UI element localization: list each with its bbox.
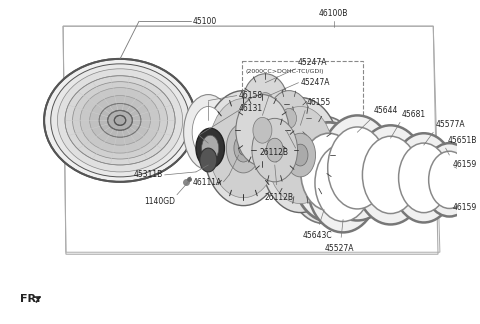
Ellipse shape [58, 69, 183, 172]
Ellipse shape [354, 125, 427, 225]
Text: 46111A: 46111A [192, 178, 222, 187]
Ellipse shape [268, 91, 310, 146]
Ellipse shape [72, 82, 168, 159]
Ellipse shape [281, 109, 297, 128]
Ellipse shape [51, 64, 189, 177]
Ellipse shape [242, 74, 288, 133]
Ellipse shape [99, 103, 141, 137]
Ellipse shape [80, 88, 160, 153]
Ellipse shape [196, 128, 225, 168]
Ellipse shape [202, 135, 219, 161]
Ellipse shape [44, 59, 196, 182]
Ellipse shape [286, 116, 362, 224]
Text: 45247A: 45247A [300, 78, 330, 87]
Text: 45247A: 45247A [298, 58, 327, 67]
Text: 46158: 46158 [239, 91, 263, 100]
Ellipse shape [236, 95, 289, 166]
Text: 45311B: 45311B [133, 170, 163, 179]
Ellipse shape [90, 96, 150, 145]
Text: 26112B: 26112B [259, 148, 288, 157]
Text: 1140GD: 1140GD [144, 197, 175, 206]
Ellipse shape [423, 143, 476, 216]
Ellipse shape [192, 107, 225, 158]
Ellipse shape [108, 110, 132, 130]
Ellipse shape [307, 133, 379, 232]
Ellipse shape [293, 122, 365, 222]
Ellipse shape [315, 144, 371, 222]
Ellipse shape [204, 91, 283, 206]
Ellipse shape [267, 107, 334, 204]
Ellipse shape [392, 133, 456, 223]
Ellipse shape [200, 148, 217, 172]
Ellipse shape [398, 143, 449, 213]
Text: 45577A: 45577A [435, 120, 465, 129]
Text: 45527A: 45527A [324, 244, 354, 253]
Ellipse shape [362, 136, 419, 214]
Text: 26112B: 26112B [264, 193, 293, 202]
Ellipse shape [234, 134, 253, 162]
Ellipse shape [464, 192, 480, 217]
Ellipse shape [114, 115, 126, 125]
Ellipse shape [293, 144, 308, 166]
Text: 45643C: 45643C [303, 231, 332, 240]
Ellipse shape [266, 138, 283, 162]
Ellipse shape [227, 123, 261, 173]
Text: 46159: 46159 [452, 203, 477, 212]
Ellipse shape [261, 98, 340, 213]
Ellipse shape [209, 98, 277, 198]
Text: (2000CC>DOHC-TCI/GDI): (2000CC>DOHC-TCI/GDI) [245, 69, 324, 74]
Ellipse shape [184, 95, 233, 170]
Bar [241, 61, 363, 150]
Text: 46159: 46159 [452, 160, 477, 169]
Text: 46155: 46155 [307, 98, 331, 108]
Ellipse shape [300, 133, 357, 211]
Ellipse shape [429, 151, 470, 208]
Text: 46100B: 46100B [319, 9, 348, 18]
Ellipse shape [454, 156, 480, 210]
Text: FR.: FR. [20, 294, 41, 304]
Ellipse shape [328, 127, 387, 209]
Text: 45681: 45681 [402, 110, 426, 119]
Ellipse shape [239, 141, 248, 155]
Ellipse shape [285, 133, 315, 177]
Text: 45651B: 45651B [447, 136, 477, 145]
Ellipse shape [458, 162, 480, 204]
Ellipse shape [292, 124, 356, 215]
Text: 45644: 45644 [373, 106, 398, 115]
Ellipse shape [252, 118, 298, 182]
Ellipse shape [462, 189, 480, 221]
Ellipse shape [253, 117, 272, 143]
Text: 46131: 46131 [239, 104, 263, 113]
Text: 45100: 45100 [193, 17, 217, 26]
Ellipse shape [257, 93, 274, 114]
Ellipse shape [319, 115, 396, 221]
Ellipse shape [65, 76, 175, 165]
